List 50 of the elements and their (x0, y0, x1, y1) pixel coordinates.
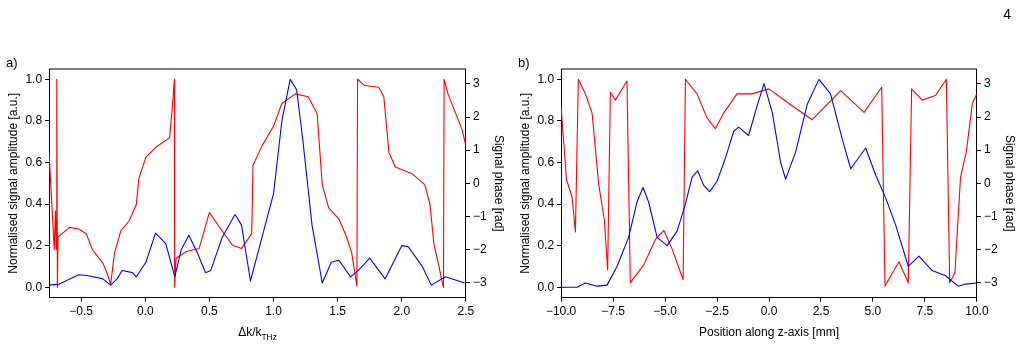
chart-title: b) (518, 55, 530, 70)
y2-tick-label: 0 (472, 175, 480, 190)
y-tick-label: 0.8 (25, 113, 43, 128)
x-tick-label: −10.0 (545, 304, 577, 319)
y2-tick-label: −3 (983, 275, 998, 289)
x-tick-label: 7.5 (916, 304, 934, 319)
x-tick-label: 2.0 (393, 304, 411, 319)
y-tick-label: 0.0 (537, 279, 555, 294)
x-tick-label: 0.5 (201, 304, 219, 319)
y-tick-label: 0.6 (537, 154, 555, 169)
x-tick-label: 1.5 (329, 304, 347, 319)
y2-tick-label: 1 (983, 142, 991, 157)
y-tick-label: 0.6 (25, 154, 43, 169)
y-axis-title: Normalised signal amplitude [a.u.] (5, 92, 20, 274)
y-tick-label: 0.8 (537, 113, 555, 128)
x-tick-label: −0.5 (69, 304, 94, 319)
x-tick-label: −7.5 (601, 304, 626, 319)
x-tick-label: −5.0 (653, 304, 678, 319)
text: 4 (1003, 6, 1011, 22)
y-tick-label: 0.4 (25, 196, 43, 211)
y2-tick-label: −1 (472, 208, 487, 223)
y2-tick-label: 0 (983, 175, 991, 190)
y2-tick-label: −2 (983, 241, 998, 256)
y2-tick-label: 2 (983, 109, 991, 124)
x-tick-label: 1.0 (265, 304, 283, 319)
y-tick-label: 0.2 (537, 237, 555, 252)
x-tick-label: 0.0 (136, 304, 154, 319)
y2-tick-label: 1 (472, 142, 480, 157)
y-axis-title: Normalised signal amplitude [a.u.] (517, 92, 532, 274)
y2-axis-title: Signal phase [rad] (492, 134, 507, 232)
chart-title: a) (6, 55, 18, 70)
x-axis-title: Position along z-axis [mm] (698, 325, 840, 339)
y2-tick-label: −1 (983, 208, 998, 223)
x-tick-label: 2.5 (457, 304, 475, 319)
y-tick-label: 0.0 (25, 279, 43, 294)
x-tick-label: 10.0 (965, 304, 989, 319)
x-tick-label: 0.0 (760, 304, 778, 319)
y2-axis-title: Signal phase [rad] (1003, 134, 1018, 232)
y2-tick-label: −3 (472, 275, 487, 289)
y2-tick-label: 2 (472, 109, 480, 124)
x-tick-label: 2.5 (812, 304, 830, 319)
y-tick-label: 1.0 (25, 71, 43, 86)
y2-tick-label: −2 (472, 241, 487, 256)
y-tick-label: 0.2 (25, 237, 43, 252)
y-tick-label: 0.4 (537, 196, 555, 211)
y-tick-label: 1.0 (537, 71, 555, 86)
x-tick-label: 5.0 (864, 304, 882, 319)
y2-tick-label: 3 (472, 76, 480, 91)
x-tick-label: −2.5 (705, 304, 730, 319)
y2-tick-label: 3 (983, 76, 991, 91)
